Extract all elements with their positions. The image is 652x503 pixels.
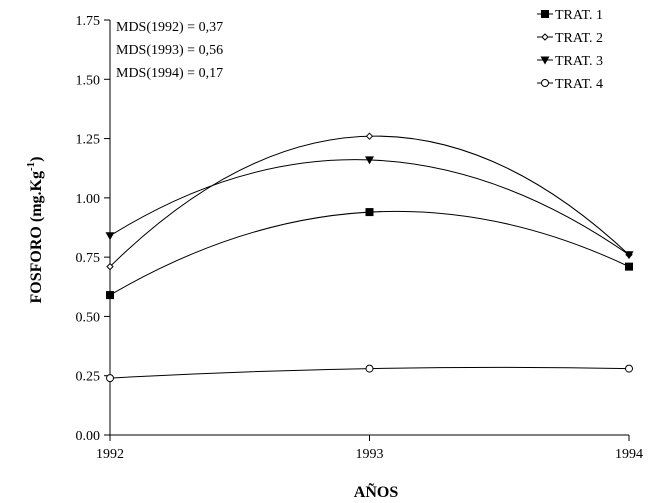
legend-label: TRAT. 3 [555,54,603,69]
series-line [109,135,630,267]
y-tick-label: 1.25 [76,133,101,148]
data-point [105,232,115,241]
y-tick-label: 1.00 [76,192,101,207]
y-tick-label: 0.25 [76,370,101,385]
y-axis-title-main: FOSFORO (mg.Kg [28,171,45,303]
annotation-mds-1992: MDS(1992) = 0,37 [116,20,223,35]
data-point [624,251,634,260]
y-tick-label: 0.00 [76,429,101,444]
legend: TRAT. 1 TRAT. 2 TRAT. 3 TRAT. 4 [537,8,603,92]
y-axis-title-superscript: -1 [25,162,37,171]
y-tick-label: 0.50 [76,310,101,325]
legend-label: TRAT. 4 [555,77,603,92]
mds-annotations: MDS(1992) = 0,37 MDS(1993) = 0,56 MDS(19… [116,20,223,81]
y-axis-title-close: ) [28,157,45,162]
data-point [106,262,114,271]
series-3 [105,156,634,260]
legend-item-3: TRAT. 3 [537,54,603,69]
y-tick-label: 1.75 [76,14,101,29]
data-point [106,291,114,300]
x-tick-label: 1994 [615,447,643,462]
x-tick-label: 1992 [96,447,124,462]
legend-item-2: TRAT. 2 [537,31,603,46]
y-tick-label: 1.50 [76,73,101,88]
legend-marker [541,79,549,87]
legend-item-4: TRAT. 4 [537,77,603,92]
data-point [365,132,374,140]
series-layer [105,132,634,383]
legend-marker [541,33,549,41]
annotation-mds-1993: MDS(1993) = 0,56 [116,43,223,58]
x-tick-label: 1993 [356,447,384,462]
y-axis-title: FOSFORO (mg.Kg-1) [25,157,45,304]
legend-marker [541,10,549,18]
data-point [365,208,374,217]
x-ticks: 1992 1993 1994 [96,435,643,462]
legend-marker [540,56,550,65]
y-ticks: 0.00 0.25 0.50 0.75 1.00 1.25 1.50 1.75 [76,14,110,444]
data-point [365,364,374,373]
data-point [365,156,374,165]
series-2 [106,132,633,271]
x-axis-title: AÑOS [354,482,399,501]
legend-item-1: TRAT. 1 [537,8,603,23]
series-1 [106,208,633,300]
legend-label: TRAT. 1 [555,8,603,23]
data-point [106,374,114,383]
data-point [625,262,633,271]
series-line [109,210,630,296]
data-point [625,364,633,373]
series-4 [106,364,633,383]
series-line [109,159,630,256]
y-tick-label: 0.75 [76,251,101,266]
axes [109,20,629,436]
legend-label: TRAT. 2 [555,31,603,46]
annotation-mds-1994: MDS(1994) = 0,17 [116,66,223,81]
